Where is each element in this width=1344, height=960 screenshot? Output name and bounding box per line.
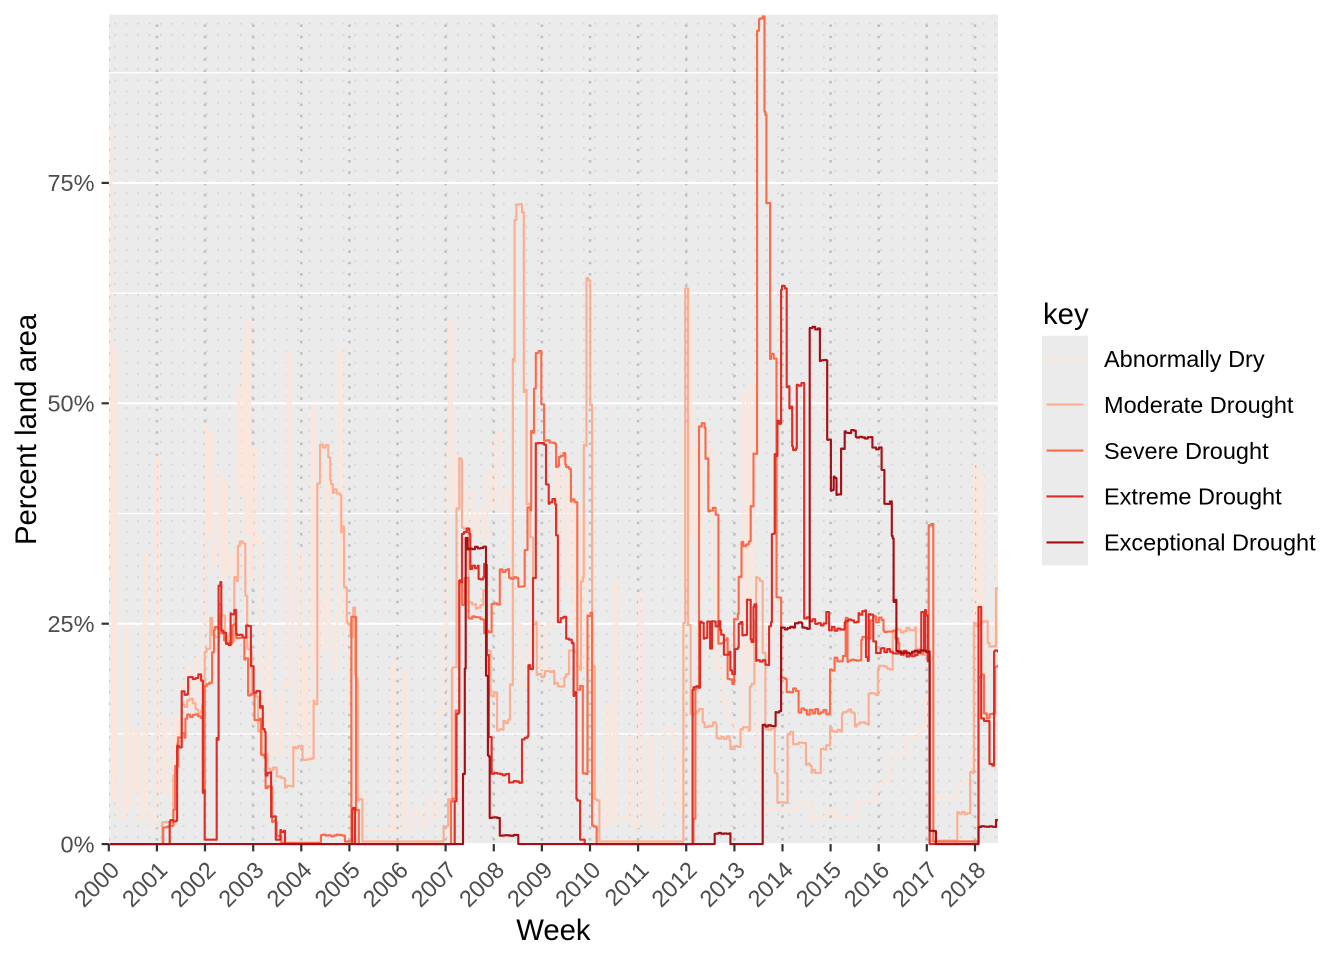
svg-text:2006: 2006	[358, 857, 413, 912]
svg-text:2001: 2001	[117, 857, 172, 912]
svg-text:0%: 0%	[61, 831, 95, 857]
svg-text:2014: 2014	[743, 857, 798, 912]
svg-text:Exceptional Drought: Exceptional Drought	[1104, 530, 1316, 556]
svg-text:75%: 75%	[47, 170, 94, 196]
svg-text:Abnormally Dry: Abnormally Dry	[1104, 346, 1265, 372]
svg-text:Extreme Drought: Extreme Drought	[1104, 484, 1282, 510]
svg-text:2016: 2016	[839, 857, 894, 912]
svg-text:Severe Drought: Severe Drought	[1104, 438, 1269, 464]
svg-text:2004: 2004	[261, 857, 316, 912]
svg-text:50%: 50%	[47, 391, 94, 417]
svg-text:2010: 2010	[550, 857, 605, 912]
svg-text:25%: 25%	[47, 611, 94, 637]
svg-text:2007: 2007	[406, 857, 461, 912]
svg-text:2015: 2015	[791, 857, 846, 912]
svg-text:2018: 2018	[935, 857, 990, 912]
svg-text:2017: 2017	[887, 857, 942, 912]
svg-text:2012: 2012	[646, 857, 701, 912]
svg-text:Week: Week	[516, 914, 591, 947]
svg-text:Moderate Drought: Moderate Drought	[1104, 392, 1294, 418]
svg-text:2005: 2005	[310, 857, 365, 912]
svg-text:key: key	[1043, 298, 1089, 331]
svg-text:2009: 2009	[502, 857, 557, 912]
svg-text:2011: 2011	[600, 857, 654, 911]
svg-text:2013: 2013	[695, 857, 750, 912]
svg-text:2008: 2008	[454, 857, 509, 912]
svg-text:2003: 2003	[213, 857, 268, 912]
svg-text:2002: 2002	[165, 857, 220, 912]
svg-text:2000: 2000	[69, 857, 124, 912]
svg-text:Percent land area: Percent land area	[10, 313, 43, 545]
